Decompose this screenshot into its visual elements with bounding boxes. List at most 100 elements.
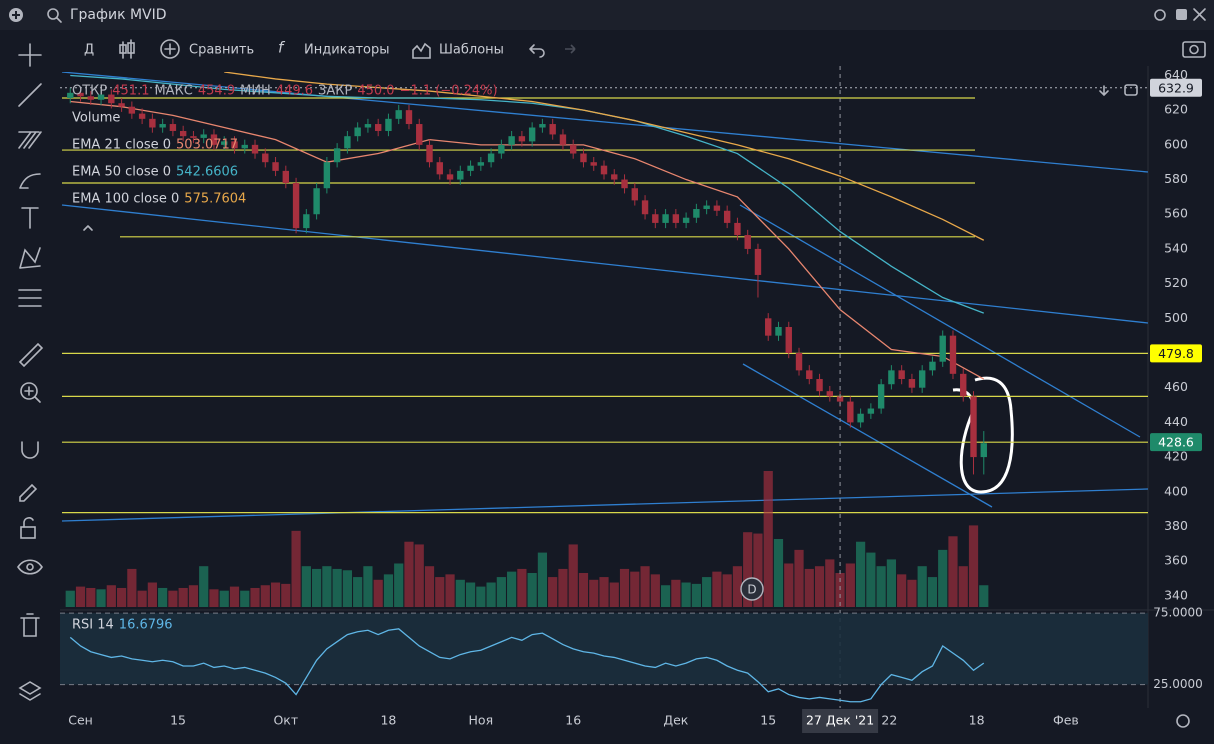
- fib-tool[interactable]: [18, 131, 42, 149]
- title-bar: [0, 0, 1214, 30]
- indicators-icon[interactable]: f: [278, 39, 286, 57]
- candle-body: [693, 209, 700, 218]
- candle-body: [272, 162, 279, 171]
- ruler-tool[interactable]: [18, 342, 44, 368]
- dividend-marker-label: D: [747, 583, 756, 597]
- crosshair-tool[interactable]: [18, 43, 42, 67]
- magnet-tool[interactable]: [21, 441, 39, 459]
- pattern-tool[interactable]: [19, 247, 41, 269]
- candle-body: [775, 326, 782, 336]
- volume-bar: [199, 566, 209, 607]
- settings-icon[interactable]: [1154, 9, 1166, 21]
- rsi-line: [69, 628, 985, 703]
- candle-body: [77, 92, 84, 97]
- candle-body: [159, 124, 166, 128]
- candle-body: [949, 335, 957, 374]
- candle-body: [929, 361, 936, 371]
- volume-bar: [897, 574, 907, 607]
- stop-icon[interactable]: [1176, 9, 1187, 20]
- candle-body: [580, 153, 587, 163]
- undo-button[interactable]: [529, 44, 545, 58]
- volume-bar: [732, 566, 743, 607]
- candle-body: [744, 235, 751, 249]
- candle-body: [67, 92, 74, 99]
- y-tick-label: 640: [1164, 67, 1188, 82]
- volume-bar: [404, 541, 414, 607]
- candle-body: [857, 413, 864, 423]
- candle-body: [703, 205, 710, 210]
- candle-body: [713, 205, 721, 211]
- search-icon[interactable]: [47, 8, 59, 20]
- candle-body: [816, 379, 823, 392]
- legend-field-value: 451.1: [112, 84, 149, 99]
- volume-bar: [486, 582, 496, 607]
- candle-body: [282, 170, 290, 184]
- lock-drawing-tool[interactable]: [19, 483, 38, 502]
- candle-body: [847, 401, 854, 423]
- x-tick-label: 16: [565, 713, 581, 728]
- ema-line: [224, 72, 985, 241]
- volume-bar: [876, 566, 886, 607]
- interval-button[interactable]: Д: [84, 43, 94, 58]
- legend-field-value: 450.0: [357, 84, 394, 99]
- candle-body: [836, 396, 844, 402]
- templates-icon[interactable]: [412, 42, 431, 59]
- compare-button[interactable]: Сравнить: [189, 43, 254, 58]
- prediction-tool[interactable]: [18, 289, 42, 307]
- zoom-tool[interactable]: [20, 382, 38, 400]
- volume-bar: [281, 583, 291, 607]
- collapse-legend-button[interactable]: [83, 225, 93, 231]
- brush-tool[interactable]: [19, 173, 41, 189]
- candle-body: [559, 134, 567, 145]
- visibility-tool[interactable]: [17, 559, 43, 575]
- volume-bar: [414, 544, 424, 607]
- x-tick-label: 18: [969, 713, 985, 728]
- axis-settings-button[interactable]: [1176, 714, 1190, 728]
- scroll-down-button[interactable]: [1099, 85, 1109, 97]
- volume-bar: [958, 566, 968, 607]
- volume-bar: [465, 582, 476, 607]
- text-tool[interactable]: [21, 207, 39, 229]
- x-tick-label: Фев: [1053, 713, 1079, 728]
- screenshot-button[interactable]: [1182, 41, 1206, 58]
- legend-change: −1.1 (−0.24%): [400, 84, 498, 99]
- volume-bar: [763, 471, 773, 607]
- price-tag: [1150, 433, 1202, 452]
- redo-button[interactable]: [565, 44, 576, 54]
- delete-tool[interactable]: [20, 613, 40, 637]
- x-tick-label: Сен: [68, 713, 93, 728]
- lock-tool[interactable]: [20, 526, 36, 539]
- candle-body: [652, 214, 659, 223]
- templates-button[interactable]: Шаблоны: [439, 43, 504, 58]
- legend-field-value: 449.6: [276, 84, 313, 99]
- ema-legend-name: EMA 21 close 0: [72, 138, 171, 153]
- volume-bar: [86, 587, 96, 607]
- candle-body: [221, 141, 228, 145]
- y-tick-label: 560: [1164, 206, 1188, 221]
- volume-bar: [702, 577, 712, 607]
- layers-tool[interactable]: [18, 681, 42, 701]
- candle-body: [508, 136, 515, 145]
- candle-body: [600, 165, 608, 175]
- volume-bar: [938, 549, 948, 607]
- indicators-button[interactable]: Индикаторы: [304, 43, 390, 58]
- candle-body: [128, 106, 136, 114]
- compare-icon[interactable]: [160, 39, 180, 59]
- trendline-tool[interactable]: [18, 83, 42, 107]
- volume-bar: [568, 544, 578, 607]
- lock-scale-button[interactable]: [1124, 84, 1138, 96]
- volume-bar: [445, 574, 455, 607]
- candle-body: [662, 214, 669, 223]
- candle-body: [190, 136, 197, 138]
- candle-body: [528, 127, 536, 142]
- candle-body: [467, 165, 474, 171]
- candle-body: [149, 118, 156, 128]
- volume-bar: [660, 585, 671, 607]
- volume-bar: [619, 568, 630, 607]
- close-icon[interactable]: [1193, 8, 1206, 21]
- chart-type-icon[interactable]: [119, 39, 135, 59]
- legend-field-name: ЗАКР: [318, 84, 352, 99]
- chart-layer: 6406206005805605405205004804604404204003…: [60, 66, 1203, 733]
- volume-bar: [106, 585, 116, 607]
- volume-bar: [353, 577, 363, 607]
